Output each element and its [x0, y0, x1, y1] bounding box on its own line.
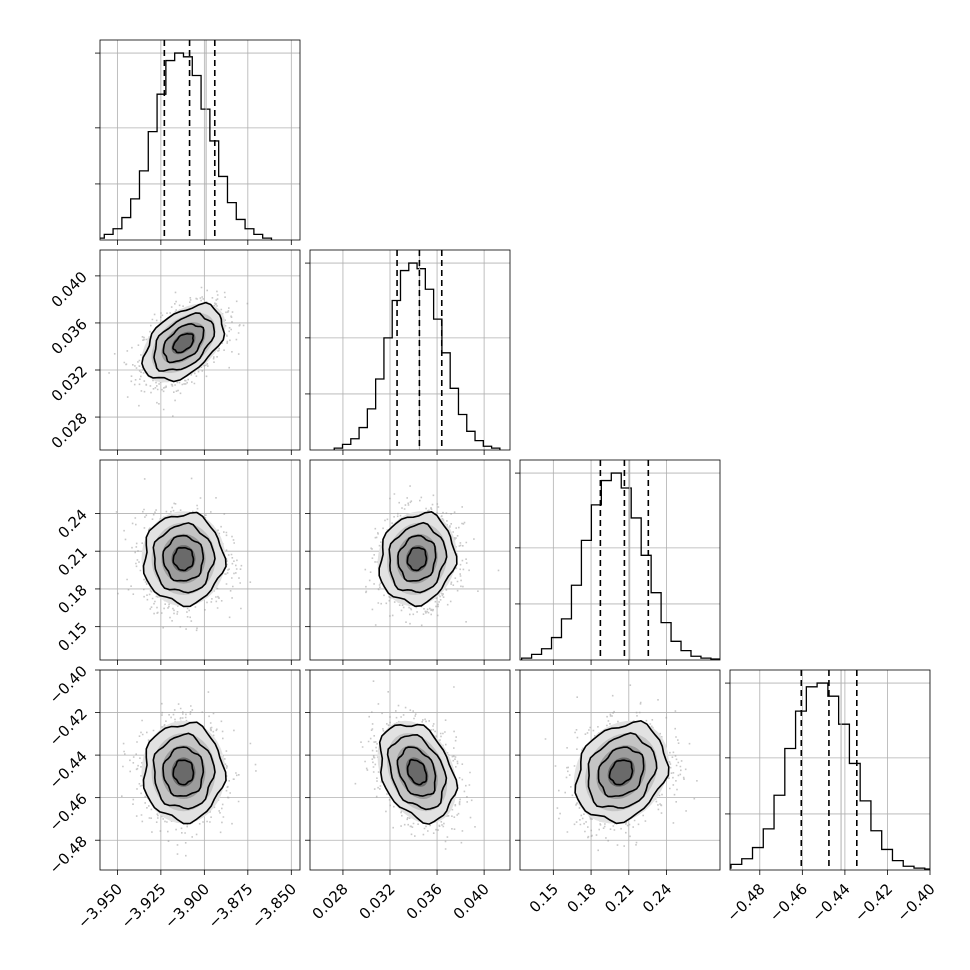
y-tick-label: −0.44 — [46, 747, 91, 792]
density-contour — [152, 522, 216, 594]
panel-3-1: 0.028 0.032 0.036 0.040 — [305, 669, 511, 923]
density-contour — [396, 746, 437, 797]
x-tick-label: 0.24 — [639, 880, 675, 916]
x-tick-label: −0.44 — [808, 880, 853, 925]
panel-frame — [729, 669, 931, 871]
density-contour — [386, 733, 448, 811]
panel-frame — [519, 459, 721, 661]
panel-content — [310, 670, 510, 870]
density-contour — [587, 732, 658, 809]
density-contour — [406, 546, 428, 572]
y-tick-label: 0.036 — [48, 315, 91, 358]
x-tick-label: −0.46 — [766, 880, 811, 925]
panel-frame — [99, 459, 301, 661]
density-contour — [574, 719, 670, 825]
panel-content — [100, 250, 300, 450]
panel-frame — [309, 459, 511, 661]
panel-content — [730, 670, 930, 870]
panel-3-3: −0.48−0.46−0.44−0.42−0.40 — [723, 669, 939, 925]
density-contour — [141, 301, 226, 383]
panel-content — [310, 250, 510, 450]
density-contour — [172, 332, 195, 354]
density-contour — [378, 510, 458, 608]
y-tick-label: 0.028 — [48, 409, 91, 452]
density-fill — [171, 757, 196, 787]
panel-frame — [99, 249, 301, 451]
panel-content — [520, 460, 720, 660]
panel-content — [100, 40, 300, 240]
density-contour — [608, 759, 634, 786]
x-tick-label: 0.18 — [563, 880, 599, 916]
y-tick-label: 0.040 — [48, 268, 91, 311]
x-tick-label: −3.925 — [118, 880, 170, 932]
y-tick-label: −0.46 — [46, 790, 91, 835]
histogram-0 — [100, 52, 273, 240]
x-tick-label: −3.950 — [74, 880, 126, 932]
y-tick-label: 0.24 — [54, 506, 90, 542]
density-fill — [171, 545, 196, 573]
panel-0-0 — [95, 39, 301, 245]
x-tick-label: −0.42 — [851, 880, 896, 925]
x-tick-label: 0.032 — [356, 880, 399, 923]
histogram-2 — [520, 472, 720, 660]
density-contour — [142, 721, 227, 825]
panel-content — [520, 670, 720, 870]
panel-2-2 — [515, 459, 721, 665]
panel-2-0: 0.150.180.210.24 — [54, 459, 301, 665]
y-tick-label: −0.42 — [46, 705, 91, 750]
x-tick-label: 0.028 — [309, 880, 352, 923]
x-tick-label: −3.850 — [248, 880, 300, 932]
y-tick-label: 0.15 — [54, 619, 90, 655]
x-tick-label: −0.48 — [723, 880, 768, 925]
x-tick-label: −3.875 — [205, 880, 257, 932]
density-contour — [388, 521, 448, 594]
density-contour — [153, 312, 216, 372]
x-tick-label: −0.40 — [894, 880, 939, 925]
panel-3-2: 0.15 0.18 0.21 0.24 — [515, 669, 721, 916]
density-contour — [172, 546, 195, 572]
panel-1-1 — [305, 249, 511, 455]
density-contour — [162, 746, 205, 797]
density-contour — [152, 732, 216, 810]
density-contour — [142, 511, 227, 608]
panel-content — [100, 670, 300, 870]
histogram-1 — [333, 262, 501, 450]
density-contour — [162, 322, 205, 364]
x-tick-label: 0.036 — [403, 880, 446, 923]
x-tick-label: −3.900 — [161, 880, 213, 932]
y-tick-label: 0.21 — [54, 543, 90, 579]
panel-3-0: −3.950−3.925−3.900−3.875−3.850 −0.48−0.46… — [46, 662, 301, 932]
density-fill — [171, 331, 196, 355]
density-contour — [378, 723, 459, 825]
panel-frame — [99, 39, 301, 241]
x-tick-label: 0.040 — [450, 880, 493, 923]
y-tick-label: −0.48 — [46, 832, 91, 877]
density-contour — [172, 759, 195, 786]
density-contour — [406, 758, 428, 786]
panel-content — [310, 460, 510, 660]
density-contour — [162, 534, 205, 582]
x-tick-label: 0.15 — [526, 880, 562, 916]
panel-content — [100, 460, 300, 660]
density-contour — [397, 534, 437, 582]
panel-frame — [309, 249, 511, 451]
panel-frame — [99, 669, 301, 871]
y-tick-label: 0.18 — [54, 581, 90, 617]
x-tick-label: 0.21 — [601, 880, 637, 916]
y-tick-label: −0.40 — [46, 662, 91, 707]
panel-frame — [309, 669, 511, 871]
panel-frame — [519, 669, 721, 871]
histogram-3 — [730, 682, 930, 870]
y-tick-label: 0.032 — [48, 362, 91, 405]
panel-2-1 — [305, 459, 511, 665]
density-fill — [405, 545, 429, 573]
density-contour — [597, 746, 645, 798]
